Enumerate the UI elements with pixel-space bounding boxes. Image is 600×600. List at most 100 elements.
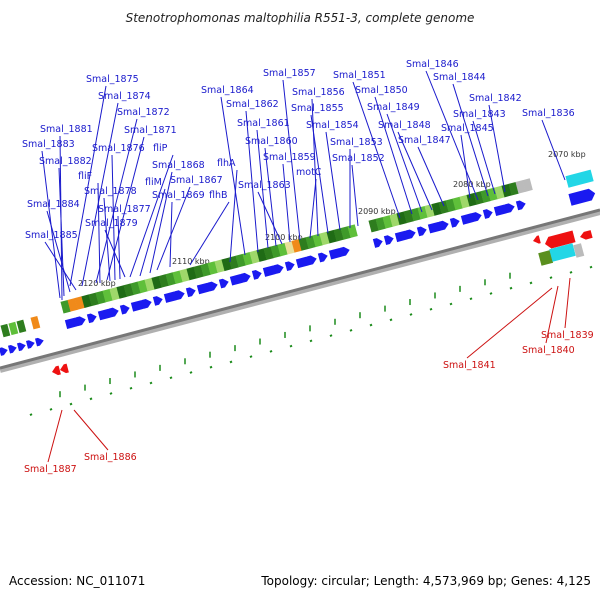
tick-mark [69,402,73,406]
gene-label: Smal_1840 [522,345,575,356]
tick-mark [409,313,413,316]
kbp-tick-label: 2110 kbp [172,257,210,266]
gene-leader-line [245,110,259,253]
gene-leader-line [460,134,471,199]
tick-mark [389,318,393,322]
feature-segment [326,229,337,244]
feature-segment [179,268,190,283]
forward-gene-arrow [108,307,119,318]
feature-segment [452,196,463,211]
reverse-gene-arrow [580,230,593,240]
feature-segment [417,205,428,220]
gene-leader-line [425,70,479,201]
gene-label: Smal_1881 [40,124,93,135]
gene-leader-line [374,96,413,215]
gene-label: Smal_1842 [469,93,522,104]
gene-leader-line [47,409,63,463]
forward-gene-arrow [273,264,284,274]
feature-segment [158,274,169,288]
gene-leader-line [58,167,65,297]
gene-label: Smal_1854 [306,120,359,131]
gene-leader-line [282,79,301,241]
gene-label: Smal_1868 [152,160,205,171]
gene-label: Smal_1849 [367,102,420,113]
forward-gene-arrow [306,255,317,266]
gene-label: Smal_1886 [84,452,137,463]
feature-segment [249,250,260,264]
tick-mark [189,371,193,374]
gene-leader-line [311,98,319,237]
gene-leader-line [325,131,341,231]
forward-gene-arrow [568,188,596,206]
feature-segment [375,217,386,231]
gene-label: Smal_1844 [433,72,486,83]
gene-leader-line [46,210,71,293]
feature-segment [459,194,470,209]
tick-mark [549,276,553,280]
gene-label: Smal_1853 [330,137,383,148]
feature-segment [445,198,456,213]
gene-label: Smal_1875 [86,74,139,85]
forward-gene-arrow [449,217,460,228]
feature-segment [270,244,281,259]
forward-gene-arrow [174,290,185,301]
feature-segment [235,253,246,268]
topology-label: Topology: circular; Length: 4,573,969 bp… [261,574,591,588]
tick-mark [289,344,293,348]
gene-label: Smal_1867 [170,175,223,186]
gene-leader-line [466,287,553,359]
forward-gene-arrow [438,220,449,231]
feature-segment [515,180,526,194]
feature-segment [242,252,253,266]
tick-mark [209,365,213,369]
accession-label: Accession: NC_011071 [9,574,146,588]
forward-gene-arrow [34,337,44,347]
gene-label: Smal_1845 [441,123,494,134]
gene-leader-line [417,146,445,207]
gene-label: Smal_1846 [406,59,459,70]
gene-label: Smal_1859 [263,152,316,163]
feature-segment [305,235,316,249]
kbp-tick-label: 2070 kbp [548,150,586,159]
feature-segment [109,287,120,301]
gene-label: Smal_1863 [238,180,291,191]
feature-segment [466,193,477,207]
tick-mark [489,292,493,295]
gene-leader-line [264,147,277,247]
feature-segment [165,272,176,286]
forward-gene-arrow [405,229,416,240]
feature-segment [60,299,71,314]
backbone-shadow [0,209,600,373]
gene-label: Smal_1857 [263,68,316,79]
gene-leader-line [73,409,109,451]
gene-leader-line [169,201,173,268]
feature-segment [438,200,449,214]
feature-segment [549,243,576,262]
feature-segment [67,298,78,312]
feature-segment [538,250,554,266]
forward-gene-arrow [339,246,350,257]
gene-leader-line [472,120,496,195]
reverse-gene-arrow [60,363,69,374]
tick-mark [589,265,593,269]
tick-mark [229,360,233,364]
feature-segment [207,261,218,275]
gene-label: Smal_1856 [292,87,345,98]
feature-segment [298,237,309,251]
forward-gene-arrow [75,316,86,327]
feature-segment [81,294,92,308]
gene-leader-line [545,285,559,344]
feature-segment [102,288,113,303]
gene-label: Smal_1864 [201,85,254,96]
gene-label: Smal_1860 [245,136,298,147]
feature-segment [389,213,400,227]
tick-mark [129,386,133,390]
gene-label: Smal_1883 [22,139,75,150]
gene-leader-line [44,241,77,291]
feature-segment [144,277,155,292]
feature-segment [193,264,204,279]
forward-gene-arrow [284,261,295,272]
forward-gene-arrow [317,252,328,263]
gene-leader-line [81,102,119,287]
tick-mark [569,271,573,274]
